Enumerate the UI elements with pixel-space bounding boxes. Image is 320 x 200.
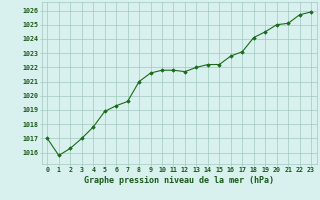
X-axis label: Graphe pression niveau de la mer (hPa): Graphe pression niveau de la mer (hPa) — [84, 176, 274, 185]
